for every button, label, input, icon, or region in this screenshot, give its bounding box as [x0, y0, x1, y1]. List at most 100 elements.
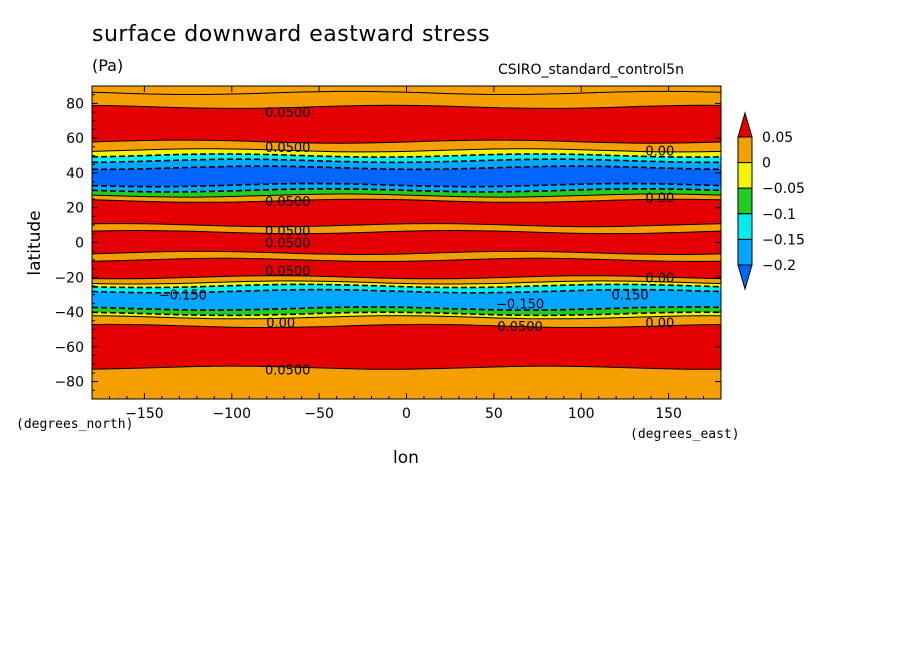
colorbar-swatch — [737, 238, 753, 266]
contour-band — [92, 148, 721, 158]
contour-value-label: −0.150 — [159, 289, 207, 304]
contour-line — [92, 306, 721, 311]
y-tick-label: 40 — [66, 166, 84, 182]
y-tick-label: 60 — [66, 131, 84, 147]
contour-value-label: 0.0500 — [265, 195, 311, 210]
contour-value-label: 0.0500 — [265, 363, 311, 378]
contour-line — [92, 250, 721, 255]
y-tick-label: 20 — [66, 201, 84, 217]
x-unit-label: (degrees_east) — [630, 427, 740, 442]
contour-value-label: 0.00 — [645, 317, 674, 332]
y-tick-label: −40 — [54, 305, 84, 321]
y-tick-label: 80 — [66, 96, 84, 112]
x-tick-label: −150 — [125, 406, 163, 422]
contour-fill-layer — [92, 86, 721, 399]
y-tick-label: −60 — [54, 340, 84, 356]
contour-line — [92, 288, 721, 294]
y-axis: −80 −60 −40 −20 0 20 40 60 80 — [54, 94, 721, 391]
colorbar-tick-label: 0 — [762, 156, 771, 172]
contour-line — [92, 365, 721, 370]
contour-line — [92, 198, 721, 203]
contour-value-label: 0.00 — [266, 317, 295, 332]
chart-title: surface downward eastward stress — [92, 22, 491, 47]
contour-band — [92, 159, 721, 170]
colorbar-min-arrow — [737, 264, 753, 291]
colorbar-tick-label: −0.05 — [762, 181, 805, 197]
contour-value-label: 0.0500 — [265, 264, 311, 279]
colorbar-swatch — [737, 136, 753, 164]
y-axis-label: latitude — [25, 210, 45, 275]
contour-line — [92, 153, 721, 158]
contour-line — [92, 90, 721, 95]
contour-line — [92, 323, 721, 328]
contour-line — [92, 104, 721, 109]
y-tick-label: −20 — [54, 270, 84, 286]
contour-value-label: 0.0500 — [497, 320, 543, 335]
contour-band — [92, 154, 721, 163]
contour-band — [92, 366, 721, 399]
contour-value-label: 0.0500 — [265, 141, 311, 156]
contour-band — [92, 91, 721, 109]
contour-value-label: 0.00 — [645, 144, 674, 159]
dataset-label: CSIRO_standard_control5n — [498, 62, 684, 78]
colorbar-tick-label: −0.15 — [762, 232, 805, 248]
x-axis: −150 −100 −50 0 50 100 150 — [108, 86, 705, 422]
contour-band — [92, 251, 721, 262]
contour-band — [92, 307, 721, 316]
contour-band — [92, 105, 721, 144]
contour-band — [92, 199, 721, 227]
contour-band — [92, 315, 721, 328]
contour-line — [92, 283, 721, 289]
contour-band — [92, 289, 721, 311]
x-tick-label: 0 — [402, 406, 411, 422]
contour-band — [92, 258, 721, 279]
y-tick-label: 0 — [75, 236, 84, 252]
colorbar-swatch — [737, 162, 753, 189]
contour-line — [92, 275, 721, 280]
colorbar-swatch — [737, 187, 753, 215]
contour-line — [92, 223, 721, 228]
chart-units: (Pa) — [92, 56, 124, 75]
contour-band — [92, 275, 721, 284]
contour-line — [92, 311, 721, 317]
contour-line — [92, 257, 721, 262]
contour-band — [92, 280, 721, 288]
x-tick-label: 100 — [568, 406, 595, 422]
contour-value-label: 0.00 — [645, 191, 674, 206]
x-tick-label: −100 — [213, 406, 251, 422]
contour-line — [92, 158, 721, 164]
contour-band — [92, 230, 721, 255]
contour-band — [92, 324, 721, 370]
contour-line — [92, 280, 721, 285]
x-tick-label: 50 — [485, 406, 503, 422]
contour-band — [92, 223, 721, 234]
contour-value-label: 0.00 — [645, 271, 674, 286]
colorbar-tick-label: −0.2 — [762, 258, 796, 274]
x-tick-label: 150 — [655, 406, 682, 422]
y-tick-label: −80 — [54, 375, 84, 391]
colorbar: 0.05 0 −0.05 −0.1 −0.15 −0.2 — [737, 111, 805, 291]
contour-band — [92, 166, 721, 187]
y-unit-label: (degrees_north) — [16, 417, 133, 432]
colorbar-tick-label: 0.05 — [762, 130, 793, 146]
colorbar-tick-label: −0.1 — [762, 207, 796, 223]
contour-line — [92, 165, 721, 171]
contour-value-label: 0.0500 — [265, 237, 311, 252]
colorbar-swatch — [737, 213, 753, 240]
contour-value-label: 0.0500 — [265, 224, 311, 239]
contour-value-label: 0.150 — [611, 289, 648, 304]
contour-line — [92, 193, 721, 198]
contour-line — [92, 182, 721, 188]
contour-line — [92, 148, 721, 153]
contour-line — [92, 230, 721, 235]
contour-line — [92, 139, 721, 144]
contour-line — [92, 315, 721, 320]
contour-value-label: −0.150 — [496, 297, 544, 312]
colorbar-max-arrow — [737, 111, 753, 138]
x-tick-label: −50 — [304, 406, 334, 422]
x-axis-label: lon — [393, 448, 419, 468]
contour-line — [92, 188, 721, 193]
contour-line-layer — [92, 90, 721, 370]
